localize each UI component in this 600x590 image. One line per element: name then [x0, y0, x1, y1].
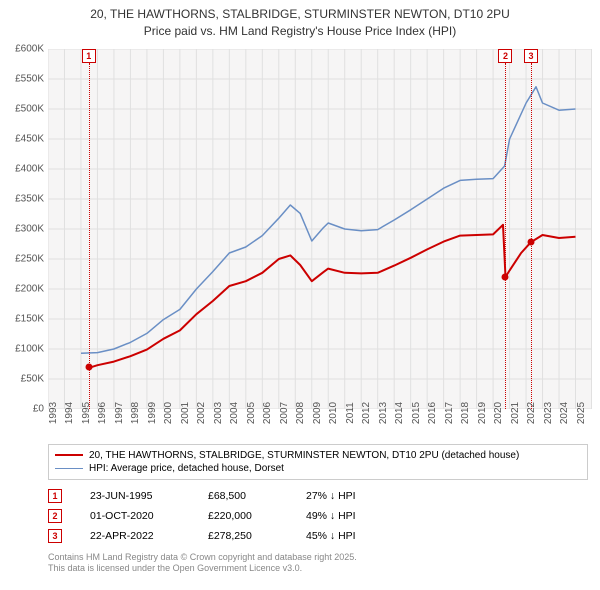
footnote-line1: Contains HM Land Registry data © Crown c…	[48, 552, 588, 564]
chart-container: 20, THE HAWTHORNS, STALBRIDGE, STURMINST…	[0, 0, 600, 590]
x-tick-label: 2022	[526, 401, 537, 423]
legend-row: HPI: Average price, detached house, Dors…	[55, 462, 581, 475]
chart-title: 20, THE HAWTHORNS, STALBRIDGE, STURMINST…	[0, 0, 600, 44]
transaction-row: 2 01-OCT-2020 £220,000 49% ↓ HPI	[48, 506, 588, 526]
x-tick-label: 1999	[147, 401, 158, 423]
legend-label: 20, THE HAWTHORNS, STALBRIDGE, STURMINST…	[89, 450, 519, 461]
y-tick-label: £250K	[15, 253, 44, 264]
x-tick-label: 2020	[493, 401, 504, 423]
y-tick-label: £0	[33, 403, 44, 414]
x-tick-label: 2007	[279, 401, 290, 423]
x-tick-label: 2005	[246, 401, 257, 423]
x-tick-label: 2008	[295, 401, 306, 423]
x-tick-label: 2024	[559, 401, 570, 423]
y-tick-label: £450K	[15, 133, 44, 144]
y-axis: £0£50K£100K£150K£200K£250K£300K£350K£400…	[0, 49, 48, 409]
legend-swatch	[55, 454, 83, 456]
x-tick-label: 1995	[81, 401, 92, 423]
transaction-row: 3 22-APR-2022 £278,250 45% ↓ HPI	[48, 526, 588, 546]
marker-dot-2	[502, 273, 509, 280]
legend-label: HPI: Average price, detached house, Dors…	[89, 463, 284, 474]
footnote: Contains HM Land Registry data © Crown c…	[48, 552, 588, 575]
x-axis: 1993199419951996199719981999200020012002…	[48, 409, 592, 444]
y-tick-label: £100K	[15, 343, 44, 354]
x-tick-label: 2000	[163, 401, 174, 423]
x-tick-label: 2023	[543, 401, 554, 423]
y-tick-label: £150K	[15, 313, 44, 324]
title-subtitle: Price paid vs. HM Land Registry's House …	[10, 23, 590, 40]
legend-swatch	[55, 468, 83, 469]
y-tick-label: £50K	[21, 373, 44, 384]
x-tick-label: 2006	[262, 401, 273, 423]
y-tick-label: £350K	[15, 193, 44, 204]
y-tick-label: £550K	[15, 73, 44, 84]
transactions-table: 1 23-JUN-1995 £68,500 27% ↓ HPI 2 01-OCT-2020…	[48, 486, 588, 546]
y-tick-label: £300K	[15, 223, 44, 234]
footnote-line2: This data is licensed under the Open Gov…	[48, 563, 588, 575]
y-tick-label: £200K	[15, 283, 44, 294]
marker-dot-3	[528, 238, 535, 245]
chart-area: £0 £50K £100K £150K £200K £250K £300K £350K £400…	[0, 44, 600, 444]
marker-line-1	[89, 63, 90, 409]
transaction-pct: 45% ↓ HPI	[306, 530, 396, 542]
marker-line-2	[505, 63, 506, 409]
transaction-marker: 1	[48, 489, 62, 503]
x-tick-label: 1998	[130, 401, 141, 423]
marker-line-3	[531, 63, 532, 409]
x-tick-label: 1993	[48, 401, 59, 423]
x-tick-label: 1996	[97, 401, 108, 423]
legend: 20, THE HAWTHORNS, STALBRIDGE, STURMINST…	[48, 444, 588, 480]
x-tick-label: 2018	[460, 401, 471, 423]
marker-dot-1	[85, 364, 92, 371]
x-tick-label: 2011	[345, 402, 356, 424]
x-tick-label: 2021	[510, 401, 521, 423]
x-tick-label: 2014	[394, 401, 405, 423]
y-tick-label: £400K	[15, 163, 44, 174]
marker-badge-3: 3	[524, 49, 538, 63]
y-tick-label: £500K	[15, 103, 44, 114]
transaction-row: 1 23-JUN-1995 £68,500 27% ↓ HPI	[48, 486, 588, 506]
x-tick-label: 2003	[213, 401, 224, 423]
x-tick-label: 2012	[361, 401, 372, 423]
y-tick-label: £600K	[15, 43, 44, 54]
transaction-price: £68,500	[208, 490, 278, 502]
x-tick-label: 2015	[411, 401, 422, 423]
transaction-date: 23-JUN-1995	[90, 490, 180, 502]
legend-row: 20, THE HAWTHORNS, STALBRIDGE, STURMINST…	[55, 449, 581, 462]
x-tick-label: 2001	[180, 401, 191, 423]
x-tick-label: 2019	[477, 401, 488, 423]
transaction-marker: 2	[48, 509, 62, 523]
marker-badge-2: 2	[498, 49, 512, 63]
x-tick-label: 2013	[378, 401, 389, 423]
x-tick-label: 2002	[196, 401, 207, 423]
x-tick-label: 1997	[114, 401, 125, 423]
x-tick-label: 2016	[427, 401, 438, 423]
x-tick-label: 2004	[229, 401, 240, 423]
marker-badge-1: 1	[82, 49, 96, 63]
plot-region: 1 23	[48, 49, 592, 409]
transaction-pct: 27% ↓ HPI	[306, 490, 396, 502]
transaction-date: 01-OCT-2020	[90, 510, 180, 522]
title-address: 20, THE HAWTHORNS, STALBRIDGE, STURMINST…	[10, 6, 590, 23]
x-tick-label: 2017	[444, 401, 455, 423]
x-tick-label: 2009	[312, 401, 323, 423]
transaction-date: 22-APR-2022	[90, 530, 180, 542]
transaction-pct: 49% ↓ HPI	[306, 510, 396, 522]
x-tick-label: 2025	[576, 401, 587, 423]
plot-svg	[48, 49, 592, 409]
x-tick-label: 1994	[64, 401, 75, 423]
transaction-price: £278,250	[208, 530, 278, 542]
transaction-price: £220,000	[208, 510, 278, 522]
x-tick-label: 2010	[328, 401, 339, 423]
transaction-marker: 3	[48, 529, 62, 543]
